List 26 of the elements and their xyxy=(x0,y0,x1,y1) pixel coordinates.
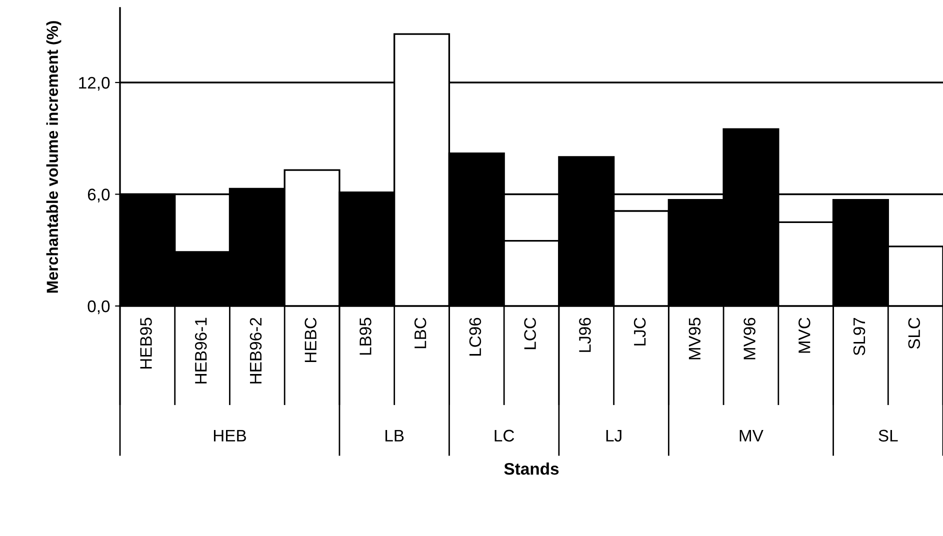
x-tick-label: LC96 xyxy=(469,318,482,356)
x-tick-label: HEB96-1 xyxy=(194,318,207,384)
x-tick-label: LBC xyxy=(414,318,426,348)
y-axis-title: Merchantable volume increment (%) xyxy=(46,21,62,293)
x-tick-label: MVC xyxy=(798,318,810,353)
x-tick-label: LJ96 xyxy=(579,318,591,352)
text: MV xyxy=(740,430,764,442)
x-tick-label: LJC xyxy=(634,318,646,346)
y-tick-label: 6,0 xyxy=(88,188,110,202)
x-tick-label: SL97 xyxy=(853,318,866,356)
text: HEB xyxy=(214,430,246,442)
text: LC xyxy=(494,430,514,442)
x-tick-label: HEB95 xyxy=(140,318,152,369)
text: LJ xyxy=(606,430,622,442)
x-tick-label: LB95 xyxy=(360,318,372,355)
x-tick-label: SLC xyxy=(908,318,920,349)
x-axis-title: Stands xyxy=(504,462,559,475)
text: SL xyxy=(878,430,898,442)
x-tick-label: MV96 xyxy=(744,318,756,360)
x-tick-label: HEBC xyxy=(304,318,317,362)
y-tick-label: 0,0 xyxy=(88,300,110,314)
x-tick-label: MV95 xyxy=(688,318,701,360)
x-tick-label: HEB96-2 xyxy=(250,318,262,384)
x-tick-label: LCC xyxy=(524,318,536,350)
text: LB xyxy=(386,430,404,442)
y-tick-label: 12,0 xyxy=(79,76,110,91)
